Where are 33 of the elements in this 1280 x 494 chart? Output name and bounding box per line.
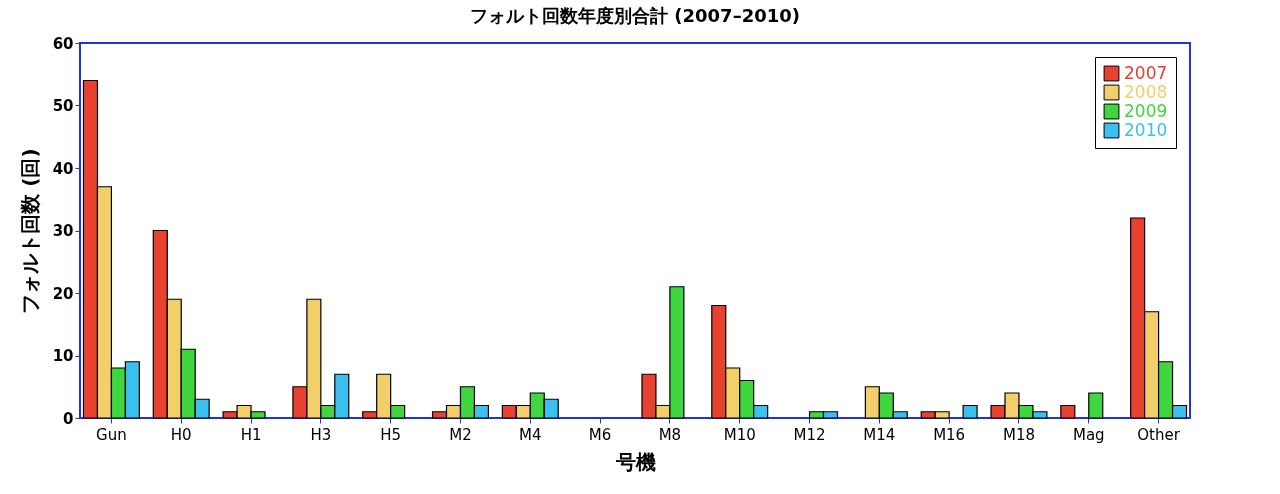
x-tick-label: M12 (793, 425, 826, 444)
legend-label: 2010 (1124, 119, 1168, 140)
y-tick-label: 20 (52, 284, 74, 303)
x-tick-label: H1 (240, 425, 262, 444)
x-tick-label: H3 (310, 425, 332, 444)
bar (962, 404, 978, 419)
y-tick-label: 30 (52, 222, 74, 240)
y-tick-label: 60 (52, 34, 74, 53)
y-tick-label: 10 (52, 347, 74, 365)
x-tick-label: Other (1137, 425, 1181, 444)
legend-label: 2007 (1124, 62, 1168, 83)
x-tick-label: M16 (933, 425, 966, 444)
x-tick-label: M2 (449, 425, 472, 444)
bar (1088, 392, 1104, 419)
legend-label: 2008 (1124, 81, 1168, 102)
x-tick-label: H5 (380, 425, 402, 444)
x-tick-label: M18 (1002, 425, 1035, 444)
x-tick-label: Mag (1072, 425, 1105, 444)
bar (1060, 404, 1076, 419)
y-tick-label: 0 (63, 409, 74, 428)
y-tick-label: 40 (52, 159, 74, 178)
chart-title: フォルト回数年度別合計 (2007–2010) (470, 5, 800, 26)
x-tick-label: M4 (519, 425, 542, 444)
y-axis-title: フォルト回数 (回) (17, 148, 42, 314)
x-tick-label: H0 (170, 425, 192, 444)
x-tick-label: M6 (588, 425, 612, 444)
legend-label: 2009 (1124, 100, 1168, 121)
x-axis-title: 号機 (614, 449, 656, 474)
x-tick-label: M10 (723, 425, 756, 444)
y-tick-label: 50 (52, 97, 74, 115)
x-tick-label: Gun (96, 425, 127, 444)
x-tick-label: M14 (863, 425, 896, 444)
x-tick-label: M8 (658, 425, 682, 444)
